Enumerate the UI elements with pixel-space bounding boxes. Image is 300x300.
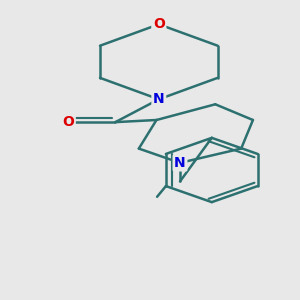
Text: O: O (153, 17, 165, 31)
Text: O: O (62, 115, 74, 129)
Text: N: N (153, 92, 165, 106)
Text: N: N (174, 156, 186, 170)
